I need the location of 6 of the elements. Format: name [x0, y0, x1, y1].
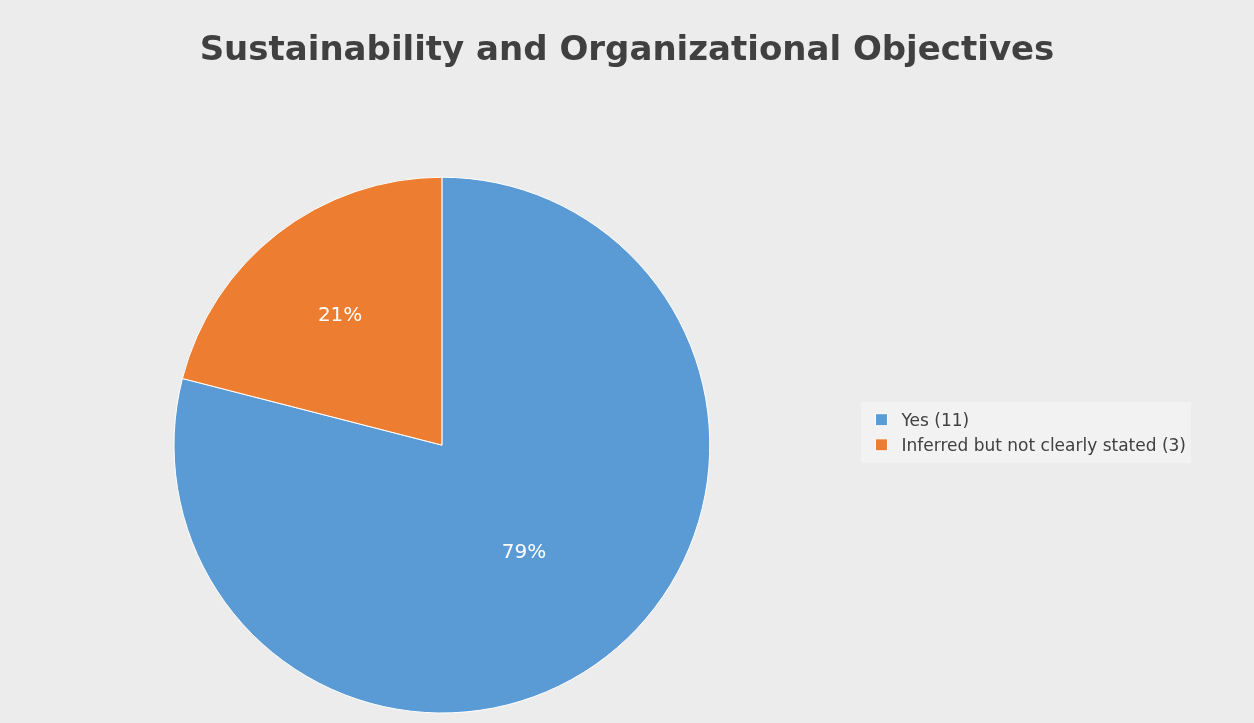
data-label: 79%	[501, 538, 547, 563]
data-label: 21%	[317, 301, 363, 326]
chart-title: Sustainability and Organizational Objectives	[199, 27, 1055, 68]
legend-label: Inferred but not clearly stated (3)	[901, 435, 1187, 456]
pie-slice	[173, 176, 711, 714]
legend-label: Yes (11)	[900, 410, 970, 431]
